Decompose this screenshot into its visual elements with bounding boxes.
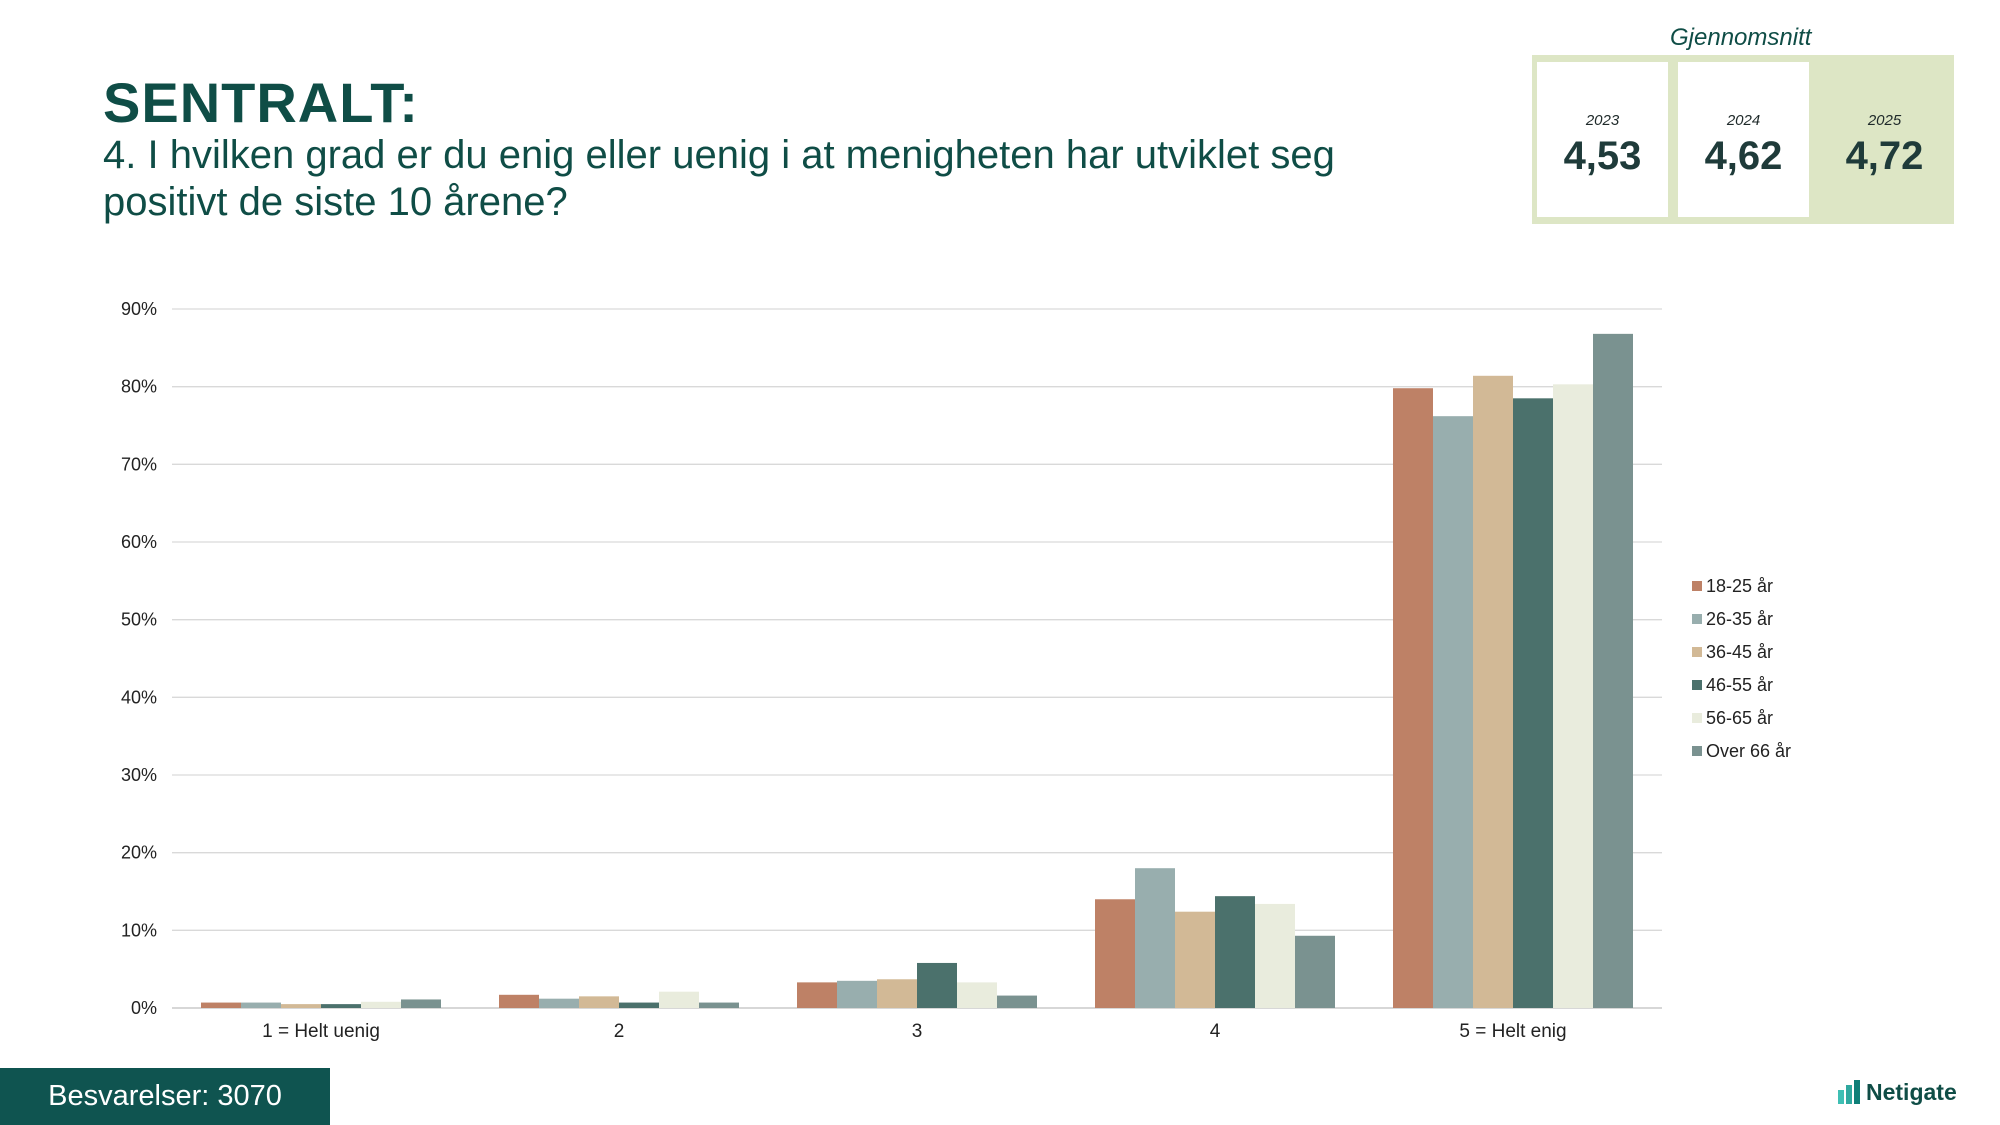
- bar: [997, 995, 1037, 1008]
- bar: [917, 962, 957, 1008]
- bar: [837, 980, 877, 1008]
- legend-swatch: [1692, 713, 1702, 723]
- y-tick-label: 40%: [121, 687, 157, 707]
- legend-label: 18-25 år: [1706, 576, 1773, 596]
- bar: [957, 982, 997, 1008]
- bar: [877, 979, 917, 1008]
- x-tick-label: 4: [1210, 1021, 1221, 1042]
- y-tick-label: 10%: [121, 920, 157, 940]
- bar: [659, 991, 699, 1008]
- bar: [361, 1001, 401, 1008]
- bar: [1473, 375, 1513, 1008]
- bar: [1553, 384, 1593, 1008]
- bar: [1135, 868, 1175, 1008]
- legend-label: Over 66 år: [1706, 741, 1791, 761]
- netigate-logo: Netigate: [1838, 1075, 1957, 1109]
- bar: [1593, 333, 1633, 1008]
- legend-swatch: [1692, 680, 1702, 690]
- bar: [797, 982, 837, 1008]
- average-value: 4,62: [1704, 134, 1783, 178]
- bar: [1255, 903, 1295, 1008]
- legend-swatch: [1692, 614, 1702, 624]
- bar: [241, 1002, 281, 1008]
- y-tick-label: 20%: [121, 843, 157, 863]
- average-year: 2025: [1867, 112, 1902, 129]
- bar: [1393, 388, 1433, 1009]
- average-card-2025: 2025 4,72: [1816, 59, 1953, 220]
- bar: [1215, 896, 1255, 1008]
- x-tick-label: 3: [912, 1021, 923, 1042]
- bar: [539, 998, 579, 1008]
- bar: [699, 1002, 739, 1008]
- y-tick-label: 50%: [121, 610, 157, 630]
- y-tick-label: 30%: [121, 765, 157, 785]
- averages-label: Gjennomsnitt: [1670, 24, 1812, 51]
- bar: [579, 996, 619, 1008]
- y-tick-label: 80%: [121, 377, 157, 397]
- y-tick-label: 60%: [121, 532, 157, 552]
- question-text: 4. I hvilken grad er du enig eller uenig…: [103, 133, 1335, 224]
- bar: [1513, 398, 1553, 1009]
- bar: [1175, 911, 1215, 1008]
- bar: [1095, 899, 1135, 1008]
- average-year: 2024: [1726, 112, 1761, 129]
- average-value: 4,53: [1563, 134, 1642, 178]
- y-tick-label: 70%: [121, 454, 157, 474]
- x-tick-label: 2: [614, 1021, 625, 1042]
- legend-swatch: [1692, 647, 1702, 657]
- legend-label: 36-45 år: [1706, 642, 1773, 662]
- responses-count: Besvarelser: 3070: [0, 1068, 330, 1125]
- average-value: 4,72: [1845, 134, 1924, 178]
- average-card-2023: 2023 4,53: [1534, 59, 1671, 220]
- y-tick-label: 0%: [131, 998, 157, 1018]
- x-tick-label: 1 = Helt uenig: [262, 1021, 380, 1042]
- legend-swatch: [1692, 581, 1702, 591]
- bar: [401, 999, 441, 1008]
- bar: [499, 994, 539, 1008]
- netigate-logo-icon: [1838, 1080, 1860, 1104]
- bar: [1433, 416, 1473, 1008]
- bar: [1295, 935, 1335, 1008]
- legend-label: 56-65 år: [1706, 708, 1773, 728]
- average-card-2024: 2024 4,62: [1675, 59, 1812, 220]
- bar-chart: 0% 10% 20% 30% 40% 50% 60% 70% 80% 90% 1 = Helt ue…: [121, 299, 1791, 1042]
- legend-label: 46-55 år: [1706, 675, 1773, 695]
- page-title: SENTRALT:: [103, 71, 419, 134]
- bar: [619, 1002, 659, 1008]
- bar: [201, 1002, 241, 1008]
- legend-label: 26-35 år: [1706, 609, 1773, 629]
- legend-swatch: [1692, 746, 1702, 756]
- x-tick-label: 5 = Helt enig: [1459, 1021, 1566, 1042]
- averages-panel: 2023 4,53 2024 4,62 2025 4,72: [1532, 55, 1954, 224]
- logo-text: Netigate: [1866, 1078, 1957, 1105]
- y-tick-label: 90%: [121, 299, 157, 319]
- average-year: 2023: [1585, 112, 1620, 129]
- bar: [321, 1004, 361, 1008]
- bar: [281, 1004, 321, 1008]
